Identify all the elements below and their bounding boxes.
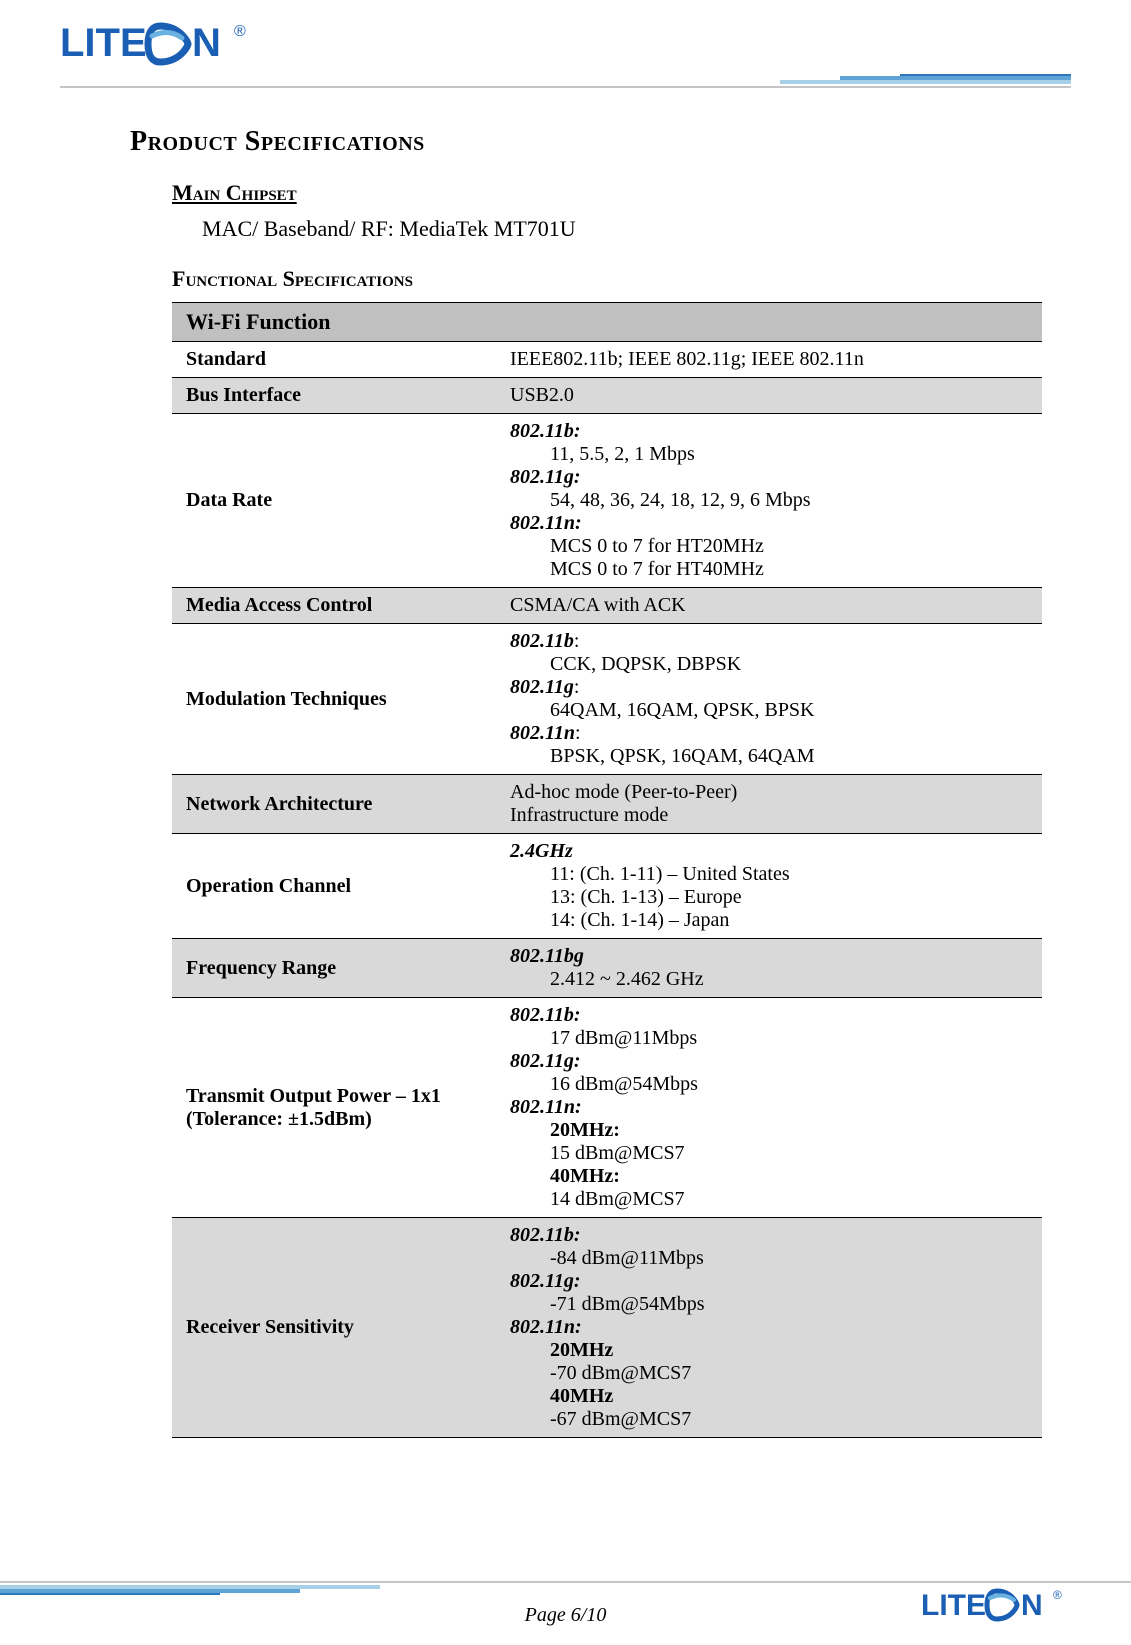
subvalue: -71 dBm@54Mbps <box>510 1293 1032 1316</box>
row-label: Transmit Output Power – 1x1 (Tolerance: … <box>172 998 496 1218</box>
table-row: Data Rate 802.11b: 11, 5.5, 2, 1 Mbps 80… <box>172 414 1042 588</box>
subheading: 802.11b <box>510 630 574 652</box>
main-chipset-heading: Main Chipset <box>172 180 1001 206</box>
subheading: 802.11b: <box>510 1224 581 1246</box>
spec-table: Wi-Fi Function Standard IEEE802.11b; IEE… <box>172 302 1042 1438</box>
svg-text:LITE: LITE <box>921 1589 986 1622</box>
table-row: Bus Interface USB2.0 <box>172 378 1042 414</box>
subvalue: CCK, DQPSK, DBPSK <box>510 653 1032 676</box>
row-value: USB2.0 <box>496 378 1042 414</box>
row-label: Network Architecture <box>172 775 496 834</box>
row-label: Frequency Range <box>172 939 496 998</box>
subvalue: 14 dBm@MCS7 <box>510 1188 1032 1211</box>
subheading: 802.11n: <box>510 512 582 534</box>
footer: Page 6/10 LITE N ® <box>0 1573 1131 1627</box>
subvalue: 64QAM, 16QAM, QPSK, BPSK <box>510 699 1032 722</box>
subheading: 20MHz <box>510 1339 1032 1362</box>
subvalue: 17 dBm@11Mbps <box>510 1027 1032 1050</box>
subvalue: 15 dBm@MCS7 <box>510 1142 1032 1165</box>
subheading: 40MHz: <box>510 1165 1032 1188</box>
subvalue: -67 dBm@MCS7 <box>510 1408 1032 1431</box>
table-row: Receiver Sensitivity 802.11b: -84 dBm@11… <box>172 1218 1042 1438</box>
subheading: 802.11bg <box>510 945 584 967</box>
svg-text:N: N <box>1021 1589 1043 1622</box>
table-section-header: Wi-Fi Function <box>172 303 1042 342</box>
table-row: Operation Channel 2.4GHz 11: (Ch. 1-11) … <box>172 834 1042 939</box>
row-value: 802.11bg 2.412 ~ 2.462 GHz <box>496 939 1042 998</box>
table-row: Standard IEEE802.11b; IEEE 802.11g; IEEE… <box>172 342 1042 378</box>
svg-text:LITE: LITE <box>60 21 147 65</box>
subvalue: -84 dBm@11Mbps <box>510 1247 1032 1270</box>
subheading: 802.11g: <box>510 466 581 488</box>
table-row: Network Architecture Ad-hoc mode (Peer-t… <box>172 775 1042 834</box>
row-value: CSMA/CA with ACK <box>496 588 1042 624</box>
row-label: Standard <box>172 342 496 378</box>
row-value: 2.4GHz 11: (Ch. 1-11) – United States 13… <box>496 834 1042 939</box>
subvalue: 11, 5.5, 2, 1 Mbps <box>510 443 1032 466</box>
row-value: 802.11b: CCK, DQPSK, DBPSK 802.11g: 64QA… <box>496 624 1042 775</box>
row-value: Ad-hoc mode (Peer-to-Peer) Infrastructur… <box>496 775 1042 834</box>
subvalue: 54, 48, 36, 24, 18, 12, 9, 6 Mbps <box>510 489 1032 512</box>
row-value: 802.11b: 11, 5.5, 2, 1 Mbps 802.11g: 54,… <box>496 414 1042 588</box>
table-row: Media Access Control CSMA/CA with ACK <box>172 588 1042 624</box>
row-label: Media Access Control <box>172 588 496 624</box>
subvalue: Ad-hoc mode (Peer-to-Peer) <box>510 781 737 803</box>
row-label: Receiver Sensitivity <box>172 1218 496 1438</box>
subheading: 802.11g <box>510 676 574 698</box>
subvalue: MCS 0 to 7 for HT40MHz <box>510 558 1032 581</box>
subvalue: -70 dBm@MCS7 <box>510 1362 1032 1385</box>
subheading: 2.4GHz <box>510 840 573 862</box>
row-value: 802.11b: 17 dBm@11Mbps 802.11g: 16 dBm@5… <box>496 998 1042 1218</box>
subvalue: 13: (Ch. 1-13) – Europe <box>510 886 1032 909</box>
row-label: Modulation Techniques <box>172 624 496 775</box>
subheading: 802.11n: <box>510 1096 582 1118</box>
svg-text:®: ® <box>234 23 246 40</box>
row-value: 802.11b: -84 dBm@11Mbps 802.11g: -71 dBm… <box>496 1218 1042 1438</box>
functional-spec-heading: Functional Specifications <box>172 266 1001 292</box>
subheading: 802.11b: <box>510 1004 581 1026</box>
subheading: 40MHz <box>510 1385 1032 1408</box>
subheading: 802.11n <box>510 722 575 744</box>
subvalue: 2.412 ~ 2.462 GHz <box>510 968 1032 991</box>
page-title: Product Specifications <box>130 126 1001 158</box>
page: LITE N ® Product Specifications Main Chi… <box>0 0 1131 1645</box>
subvalue: BPSK, QPSK, 16QAM, 64QAM <box>510 745 1032 768</box>
header-logo-area: LITE N ® <box>60 20 1071 68</box>
subvalue: Infrastructure mode <box>510 804 668 826</box>
subheading: 802.11g: <box>510 1050 581 1072</box>
row-label: Bus Interface <box>172 378 496 414</box>
table-row: Frequency Range 802.11bg 2.412 ~ 2.462 G… <box>172 939 1042 998</box>
subvalue: 11: (Ch. 1-11) – United States <box>510 863 1032 886</box>
table-row: Modulation Techniques 802.11b: CCK, DQPS… <box>172 624 1042 775</box>
row-value: IEEE802.11b; IEEE 802.11g; IEEE 802.11n <box>496 342 1042 378</box>
subvalue: MCS 0 to 7 for HT20MHz <box>510 535 1032 558</box>
subheading: 802.11g: <box>510 1270 581 1292</box>
table-row: Transmit Output Power – 1x1 (Tolerance: … <box>172 998 1042 1218</box>
content: Product Specifications Main Chipset MAC/… <box>60 126 1071 1438</box>
subheading: 802.11n: <box>510 1316 582 1338</box>
subheading: 20MHz: <box>510 1119 1032 1142</box>
svg-text:®: ® <box>1053 1588 1062 1602</box>
svg-text:N: N <box>192 21 221 65</box>
header-rule <box>60 74 1071 102</box>
main-chipset-text: MAC/ Baseband/ RF: MediaTek MT701U <box>202 216 1001 242</box>
subvalue: 16 dBm@54Mbps <box>510 1073 1032 1096</box>
subvalue: 14: (Ch. 1-14) – Japan <box>510 909 1032 932</box>
liteon-logo-bottom: LITE N ® <box>921 1587 1091 1623</box>
wifi-function-header: Wi-Fi Function <box>172 303 1042 342</box>
liteon-logo-top: LITE N ® <box>60 20 290 68</box>
row-label: Operation Channel <box>172 834 496 939</box>
row-label: Data Rate <box>172 414 496 588</box>
subheading: 802.11b: <box>510 420 581 442</box>
